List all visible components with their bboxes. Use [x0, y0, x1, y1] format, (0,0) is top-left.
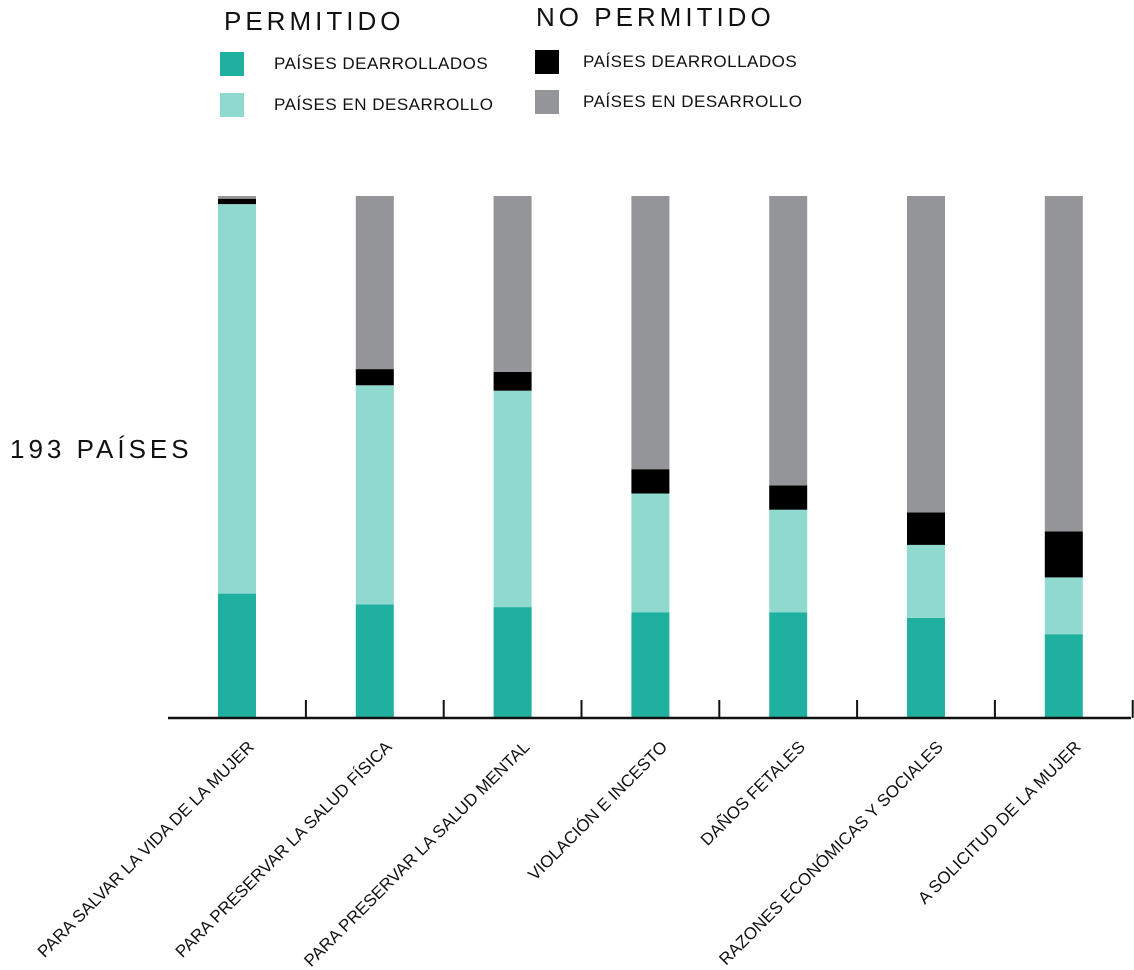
legend-swatch-gray — [535, 90, 559, 114]
bar-segment-4-series-1 — [631, 612, 670, 718]
bar-segment-1-series-3 — [218, 198, 256, 205]
bar-segment-4-series-2 — [631, 493, 670, 613]
bar-segment-2-series-4 — [355, 196, 394, 370]
legend-item-no-permitido-en-desarrollo: PAÍSES EN DESARROLLO — [535, 90, 802, 114]
bar-segment-5-series-4 — [769, 196, 808, 486]
legend-item-no-permitido-desarrollados: PAÍSES DEARROLLADOS — [535, 50, 797, 74]
bar-segment-6-series-3 — [907, 512, 945, 545]
bar-segment-5-series-2 — [769, 509, 808, 613]
bar-segment-3-series-2 — [493, 390, 532, 608]
bar-segment-4-series-3 — [631, 469, 670, 494]
bar-segment-6-series-4 — [907, 196, 945, 513]
bar-segment-1-series-2 — [218, 204, 256, 594]
bar-segment-3-series-1 — [493, 607, 532, 718]
bar-segment-2-series-1 — [355, 604, 394, 718]
category-label-4: VIOLACIÓN E INCESTO — [524, 737, 671, 884]
legend-item-permitido-desarrollados: PAÍSES DEARROLLADOS — [220, 52, 488, 76]
bar-segment-7-series-2 — [1044, 577, 1083, 635]
legend-label: PAÍSES DEARROLLADOS — [274, 54, 489, 73]
bar-segment-4-series-4 — [631, 196, 670, 470]
legend-label: PAÍSES DEARROLLADOS — [583, 52, 798, 71]
legend-item-permitido-en-desarrollo: PAÍSES EN DESARROLLO — [220, 93, 493, 117]
bar-segment-5-series-1 — [769, 612, 808, 718]
legend-label: PAÍSES EN DESARROLLO — [583, 92, 803, 111]
category-label-5: DAÑOS FETALES — [697, 737, 809, 849]
category-label-6: RAZONES ECONÓMICAS Y SOCIALES — [715, 737, 946, 968]
bar-segment-3-series-3 — [493, 371, 532, 391]
legend-swatch-teal — [220, 52, 244, 76]
bar-segment-6-series-1 — [907, 617, 945, 718]
bar-segment-2-series-3 — [355, 369, 394, 386]
category-label-1: PARA SALVAR LA VIDA DE LA MUJER — [34, 737, 258, 961]
category-label-3: PARA PRESERVAR LA SALUD MENTAL — [300, 737, 533, 970]
bar-segment-7-series-1 — [1044, 634, 1083, 718]
legend-label: PAÍSES EN DESARROLLO — [274, 95, 494, 114]
bar-segment-5-series-3 — [769, 485, 808, 510]
legend-title-no-permitido: NO PERMITIDO — [536, 2, 775, 32]
legend-swatch-black — [535, 50, 559, 74]
category-label-7: A SOLICITUD DE LA MUJER — [914, 737, 1084, 907]
bar-segment-2-series-2 — [355, 385, 394, 605]
bar-segment-1-series-1 — [218, 593, 256, 718]
bar-segment-6-series-2 — [907, 544, 945, 618]
total-countries-label: 193 PAÍSES — [10, 434, 193, 464]
bar-segment-3-series-4 — [493, 196, 532, 372]
bar-segment-1-series-4 — [218, 196, 256, 199]
bar-segment-7-series-3 — [1044, 531, 1083, 578]
category-label-2: PARA PRESERVAR LA SALUD FÍSICA — [172, 737, 396, 961]
legend-title-permitido: PERMITIDO — [224, 6, 405, 36]
bar-segment-7-series-4 — [1044, 196, 1083, 532]
legend-swatch-light-teal — [220, 93, 244, 117]
